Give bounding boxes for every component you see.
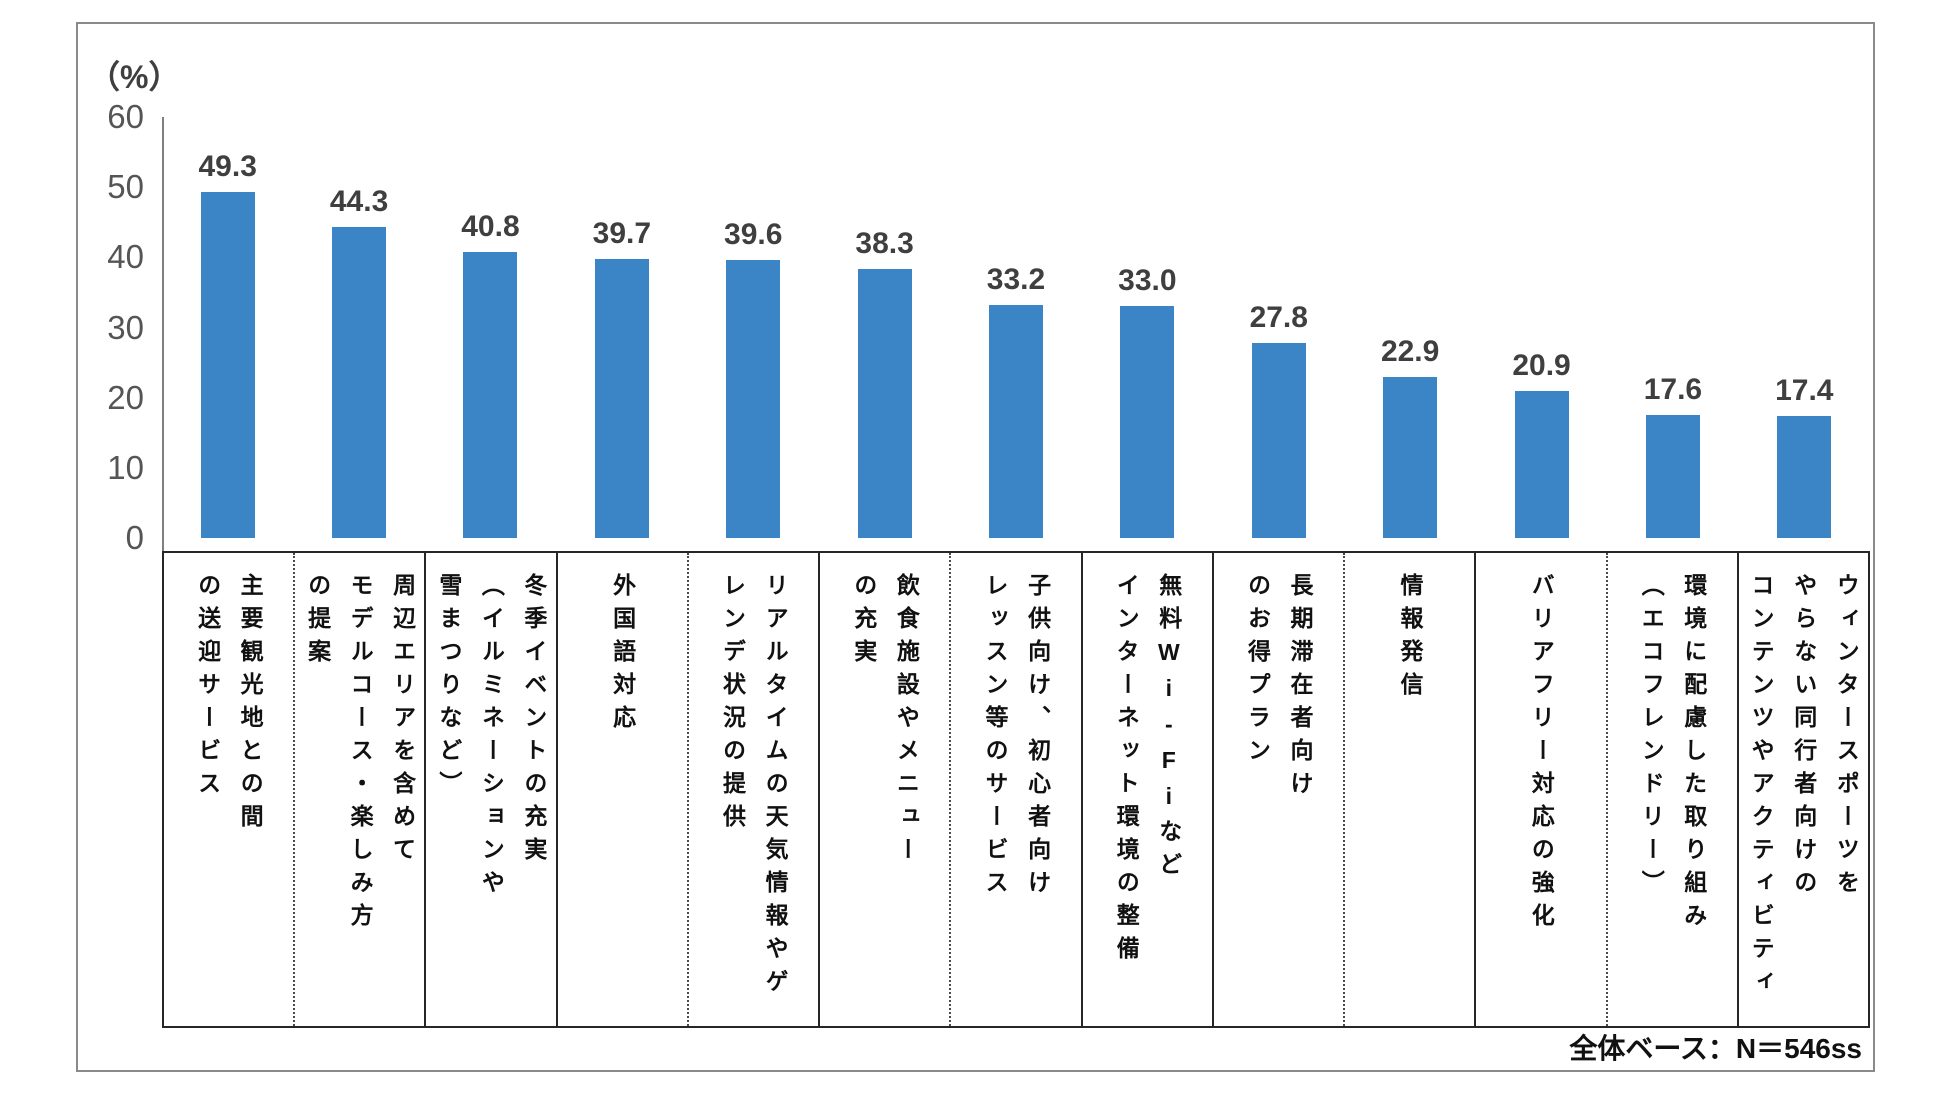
bar [1514, 391, 1569, 538]
y-tick: 10 [107, 448, 144, 486]
y-tick: 50 [107, 168, 144, 206]
bar-value-label: 27.8 [1249, 301, 1308, 334]
y-axis-line [162, 117, 164, 553]
category-label: リアルタイムの天気情報やゲ レンデ状況の提供 [719, 573, 789, 1002]
bar-value-label: 20.9 [1512, 349, 1571, 382]
category-cell: 長期滞在者向け のお得プラン [1211, 553, 1343, 1026]
category-label: 飲食施設やメニュー の充実 [850, 573, 920, 870]
category-label: 周辺エリアを含めて モデルコース・楽しみ方 の提案 [304, 573, 416, 936]
bar [1383, 377, 1438, 538]
bar [594, 259, 649, 538]
bar-value-label: 39.7 [592, 217, 652, 250]
bar [463, 252, 518, 538]
category-label: 無料Wi-Fiなど インターネット環境の整備 [1113, 573, 1182, 969]
category-cell: 環境に配慮した取り組み （エコフレンドリー） [1605, 553, 1737, 1026]
bar-value-label: 33.0 [1118, 264, 1177, 297]
category-cell: 子供向け、初心者向け レッスン等のサービス [949, 553, 1080, 1026]
bar [989, 305, 1043, 538]
category-cell: ウィンタースポーツを やらない同行者向けの コンテンツやアクティビティ [1736, 553, 1868, 1026]
category-cell: 周辺エリアを含めて モデルコース・楽しみ方 の提案 [293, 553, 424, 1026]
category-label: ウィンタースポーツを やらない同行者向けの コンテンツやアクティビティ [1748, 573, 1860, 1002]
category-cell: 飲食施設やメニュー の充実 [818, 553, 949, 1026]
bar [200, 192, 255, 538]
category-table: 主要観光地との間 の送迎サービス 周辺エリアを含めて モデルコース・楽しみ方 の提… [162, 551, 1870, 1028]
category-cell: 情報発信 [1343, 553, 1474, 1026]
category-label: バリアフリー対応の強化 [1528, 573, 1555, 936]
y-tick: 30 [107, 308, 144, 346]
category-cell: リアルタイムの天気情報やゲ レンデ状況の提供 [686, 553, 818, 1026]
footer-note: 全体ベース：N＝546ss [1569, 1033, 1862, 1064]
category-label: 外国語対応 [609, 573, 636, 738]
category-cell: 無料Wi-Fiなど インターネット環境の整備 [1080, 553, 1212, 1026]
category-label: 子供向け、初心者向け レッスン等のサービス [982, 573, 1051, 903]
category-cell: 主要観光地との間 の送迎サービス [164, 553, 293, 1026]
category-label: 冬季イベントの充実 （イルミネーションや 雪まつりなど） [435, 573, 547, 903]
y-tick: 0 [125, 519, 144, 556]
bar [726, 260, 781, 538]
bar [332, 227, 387, 538]
bar-value-label: 38.3 [855, 227, 914, 260]
bar [1120, 306, 1175, 538]
category-label: 長期滞在者向け のお得プラン [1244, 573, 1314, 804]
category-cell: 冬季イベントの充実 （イルミネーションや 雪まつりなど） [424, 553, 555, 1026]
y-tick: 40 [107, 238, 144, 276]
bar-value-label: 33.2 [986, 263, 1046, 296]
y-tick: 60 [107, 98, 144, 135]
category-label: 主要観光地との間 の送迎サービス [194, 573, 264, 837]
y-tick: 20 [107, 378, 144, 416]
bar-value-label: 17.4 [1775, 374, 1834, 407]
category-cell: バリアフリー対応の強化 [1474, 553, 1605, 1026]
category-cell: 外国語対応 [555, 553, 687, 1026]
bar-value-label: 49.3 [198, 150, 257, 183]
bar [1251, 343, 1306, 538]
bar-value-label: 22.9 [1380, 335, 1440, 368]
bar-value-label: 40.8 [461, 210, 520, 243]
bar-value-label: 44.3 [329, 185, 389, 218]
bar-value-label: 17.6 [1643, 373, 1703, 406]
bar-value-label: 39.6 [724, 218, 783, 251]
bar [1777, 416, 1832, 538]
category-label: 情報発信 [1397, 573, 1423, 705]
y-axis-unit-label: （%） [88, 59, 181, 95]
bar [857, 269, 912, 538]
category-label: 環境に配慮した取り組み （エコフレンドリー） [1638, 573, 1707, 936]
bar [1645, 415, 1700, 538]
